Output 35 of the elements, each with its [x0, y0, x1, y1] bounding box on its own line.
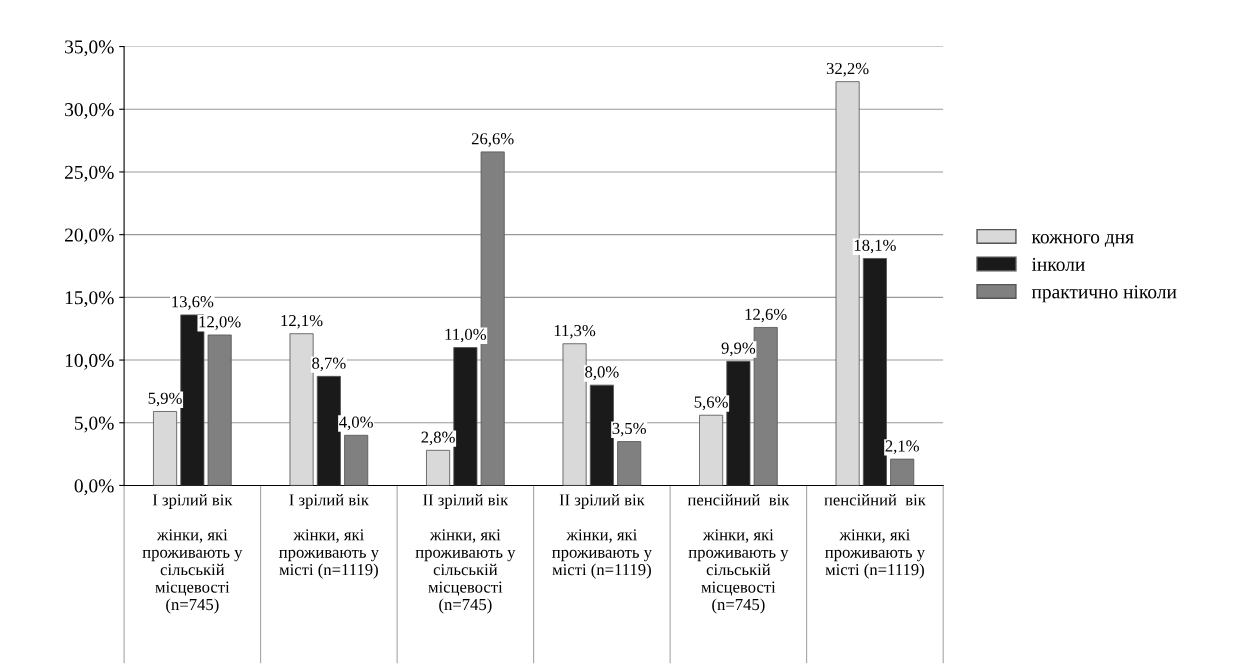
category-label: II зрілий вік жінки, які проживають у місті (n=1119): [552, 493, 652, 579]
text: 12,0%: [199, 316, 241, 330]
text: 3,5%: [612, 422, 646, 437]
category-label: пенсійний вік жінки, які проживають у сільській місцевості (n=745): [687, 493, 790, 614]
y-tick-label: 10,0%: [65, 353, 114, 370]
legend-label: інколи: [1031, 257, 1085, 271]
y-tick-label: 35,0%: [65, 40, 114, 57]
y-tick-label: 5,0%: [75, 416, 114, 433]
text: 5,9%: [148, 392, 182, 407]
category-label: пенсійний вік жінки, які проживають у місті (n=1119): [824, 493, 926, 579]
y-tick-label: 25,0%: [65, 165, 114, 182]
text: 4,0%: [339, 416, 373, 431]
text: 8,7%: [312, 357, 346, 372]
text: 12,1%: [281, 314, 323, 329]
y-tick-label: 0,0%: [74, 479, 114, 496]
text: 26,6%: [471, 133, 514, 147]
text: 12,6%: [745, 308, 787, 323]
category-label: I зрілий вік жінки, які проживають у місті (n=1119): [279, 493, 379, 579]
y-tick-label: 15,0%: [65, 291, 114, 308]
text: 8,0%: [585, 366, 619, 380]
y-tick-label: 30,0%: [65, 103, 114, 119]
text: 32,2%: [826, 62, 869, 77]
y-tick-label: 20,0%: [65, 228, 114, 245]
category-label: II зрілий вік жінки, які проживають у сільській місцевості (n=745): [415, 493, 516, 614]
category-label: I зрілий вік жінки, які проживають у сільській місцевості (n=745): [142, 493, 243, 614]
text: 9,9%: [721, 342, 756, 357]
text: 5,6%: [694, 396, 728, 411]
legend-label: кожного дня: [1031, 234, 1134, 248]
text: 13,6%: [172, 296, 214, 310]
text: 11,0%: [445, 328, 487, 343]
text: 2,1%: [885, 440, 919, 454]
text: 18,1%: [854, 239, 896, 254]
legend-label: практично ніколи: [1031, 285, 1177, 303]
text: 2,8%: [421, 431, 455, 446]
text: 11,3%: [554, 324, 596, 339]
